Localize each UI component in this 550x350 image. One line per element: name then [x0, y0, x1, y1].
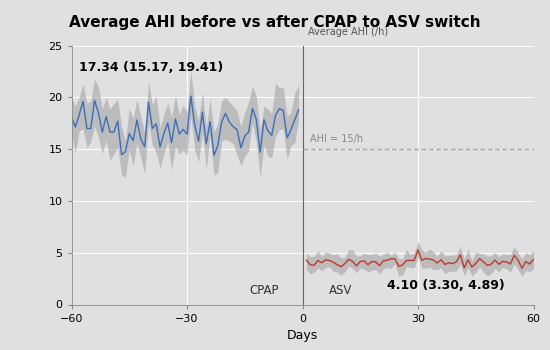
- Text: Average AHI (/h): Average AHI (/h): [308, 27, 388, 37]
- Text: AHI = 15/h: AHI = 15/h: [310, 134, 364, 144]
- Text: 4.10 (3.30, 4.89): 4.10 (3.30, 4.89): [387, 279, 505, 292]
- Text: Average AHI before vs after CPAP to ASV switch: Average AHI before vs after CPAP to ASV …: [69, 15, 481, 30]
- X-axis label: Days: Days: [287, 329, 318, 342]
- Text: 17.34 (15.17, 19.41): 17.34 (15.17, 19.41): [79, 61, 223, 74]
- Text: ASV: ASV: [329, 284, 353, 297]
- Text: CPAP: CPAP: [249, 284, 279, 297]
